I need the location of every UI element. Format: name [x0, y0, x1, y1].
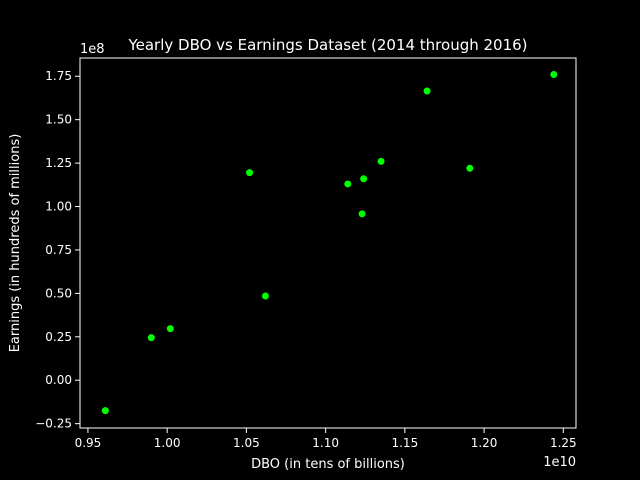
x-axis-label: DBO (in tens of billions) — [251, 457, 405, 472]
x-tick-label: 1.05 — [233, 436, 260, 450]
scatter-point — [246, 169, 254, 177]
y-axis-offset-label: 1e8 — [80, 42, 105, 57]
scatter-point — [360, 175, 368, 183]
y-tick-label: 1.25 — [45, 156, 72, 170]
y-tick-label: 0.75 — [45, 243, 72, 257]
scatter-point — [166, 325, 174, 333]
scatter-point — [377, 157, 385, 165]
scatter-point — [261, 292, 269, 300]
x-tick-label: 1.20 — [471, 436, 498, 450]
y-axis-ticks: −0.25 0.00 0.25 0.50 0.75 1.00 1.25 1.50 1.75 — [35, 69, 80, 431]
scatter-point — [147, 334, 155, 342]
scatter-point — [550, 71, 558, 79]
x-tick-label: 1.00 — [154, 436, 181, 450]
scatter-point — [344, 180, 352, 188]
y-tick-label: 0.25 — [45, 330, 72, 344]
x-axis-ticks: 0.95 1.00 1.05 1.10 1.15 1.20 1.25 — [75, 428, 577, 450]
x-axis-offset-label: 1e10 — [543, 455, 576, 470]
x-tick-label: 0.95 — [75, 436, 102, 450]
y-tick-label: 0.00 — [45, 373, 72, 387]
y-tick-label: 1.75 — [45, 69, 72, 83]
y-tick-label: 1.00 — [45, 200, 72, 214]
chart-title: Yearly DBO vs Earnings Dataset (2014 thr… — [127, 36, 527, 54]
data-points — [101, 71, 558, 415]
y-tick-label: 1.50 — [45, 113, 72, 127]
x-tick-label: 1.25 — [550, 436, 577, 450]
scatter-point — [423, 87, 431, 95]
scatter-point — [466, 164, 474, 172]
plot-area-frame — [79, 57, 577, 429]
y-axis-label: Earnings (in hundreds of millions) — [8, 134, 23, 353]
y-tick-label: 0.50 — [45, 286, 72, 300]
y-tick-label: −0.25 — [35, 417, 72, 431]
x-tick-label: 1.10 — [312, 436, 339, 450]
scatter-point — [358, 210, 366, 218]
scatter-point — [101, 407, 109, 415]
x-tick-label: 1.15 — [391, 436, 418, 450]
